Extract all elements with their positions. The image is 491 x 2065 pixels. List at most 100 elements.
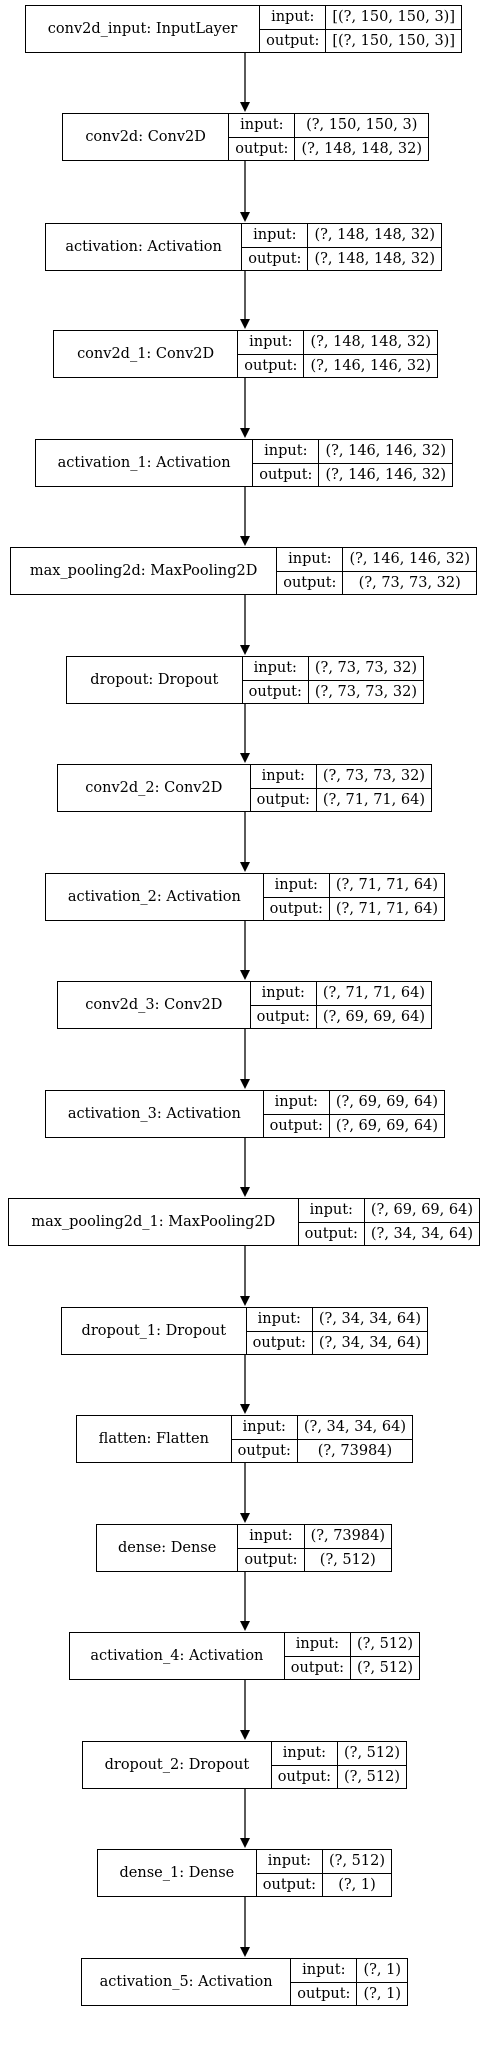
layer-node-dropout-1: dropout_1: Dropout input: output: (?, 34, 3… xyxy=(61,1307,428,1355)
output-shape: (?, 146, 146, 32) xyxy=(325,466,446,483)
layer-name: activation: Activation xyxy=(46,224,243,270)
output-label: output: xyxy=(262,1876,317,1893)
port-labels: input: output: xyxy=(263,1091,330,1137)
input-label: input: xyxy=(284,1633,351,1657)
edge-arrowhead xyxy=(240,645,250,655)
input-label: input: xyxy=(250,982,316,1006)
port-labels: input: output: xyxy=(238,331,305,377)
edge-arrowhead xyxy=(240,428,250,438)
input-label: input: xyxy=(277,548,343,572)
input-shape: (?, 71, 71, 64) xyxy=(316,982,431,1006)
layer-node-activation-1: activation_1: Activation input: output: (?,… xyxy=(35,439,453,487)
layer-node-activation-2: activation_2: Activation input: output: (?,… xyxy=(45,873,445,921)
edge-arrowhead xyxy=(240,1296,250,1306)
shape-values: (?, 148, 148, 32) (?, 148, 148, 32) xyxy=(308,224,441,270)
input-label: input: xyxy=(291,1959,357,1983)
layer-name: conv2d_1: Conv2D xyxy=(54,331,239,377)
output-shape: (?, 512) xyxy=(344,1768,400,1785)
shape-values: (?, 73, 73, 32) (?, 71, 71, 64) xyxy=(316,765,431,811)
port-labels: input: output: xyxy=(242,224,309,270)
layer-name: flatten: Flatten xyxy=(77,1416,232,1462)
input-shape: (?, 146, 146, 32) xyxy=(343,548,476,572)
port-labels: input: output: xyxy=(250,765,317,811)
edge-arrowhead xyxy=(240,1730,250,1740)
input-shape: (?, 148, 148, 32) xyxy=(308,224,441,248)
input-shape: (?, 512) xyxy=(323,1850,391,1874)
layer-node-dense-1: dense_1: Dense input: output: (?, 512) (?, 1… xyxy=(97,1849,392,1897)
input-shape: (?, 34, 34, 64) xyxy=(297,1416,412,1440)
shape-values: (?, 1) (?, 1) xyxy=(357,1959,407,2005)
edge-arrowhead xyxy=(240,1187,250,1197)
layer-name: activation_4: Activation xyxy=(70,1633,285,1679)
port-labels: input: output: xyxy=(298,1199,365,1245)
layer-node-conv2d-input: conv2d_input: InputLayer input: output: [(?… xyxy=(25,5,462,53)
output-shape: (?, 148, 148, 32) xyxy=(301,140,422,157)
layer-node-dropout: dropout: Dropout input: output: (?, 73, 73,… xyxy=(66,656,424,704)
edge-arrowhead xyxy=(240,1947,250,1957)
output-label: output: xyxy=(235,140,289,157)
input-shape: (?, 69, 69, 64) xyxy=(364,1199,479,1223)
input-shape: (?, 69, 69, 64) xyxy=(329,1091,444,1115)
output-label: output: xyxy=(256,1008,310,1025)
port-labels: input: output: xyxy=(246,1308,313,1354)
input-label: input: xyxy=(246,1308,312,1332)
output-label: output: xyxy=(277,1768,332,1785)
edge-arrowhead xyxy=(240,1404,250,1414)
input-label: input: xyxy=(238,331,304,355)
edge-arrowhead xyxy=(240,102,250,112)
port-labels: input: output: xyxy=(291,1959,358,2005)
port-labels: input: output: xyxy=(231,1416,298,1462)
shape-values: (?, 512) (?, 512) xyxy=(338,1742,406,1788)
shape-values: (?, 512) (?, 1) xyxy=(323,1850,391,1896)
output-label: output: xyxy=(256,791,310,808)
input-shape: (?, 512) xyxy=(338,1742,406,1766)
input-shape: (?, 73, 73, 32) xyxy=(308,657,423,681)
layer-name: dense: Dense xyxy=(97,1525,239,1571)
input-shape: (?, 146, 146, 32) xyxy=(319,440,452,464)
input-shape: (?, 73, 73, 32) xyxy=(316,765,431,789)
output-label: output: xyxy=(269,900,323,917)
output-label: output: xyxy=(290,1659,345,1676)
output-label: output: xyxy=(297,1985,351,2002)
output-label: output: xyxy=(252,1334,306,1351)
layer-name: conv2d_2: Conv2D xyxy=(58,765,251,811)
shape-values: (?, 146, 146, 32) (?, 146, 146, 32) xyxy=(319,440,452,486)
edge-arrowhead xyxy=(240,1079,250,1089)
layer-name: conv2d_3: Conv2D xyxy=(58,982,251,1028)
edge-arrowhead xyxy=(240,753,250,763)
layer-node-dense: dense: Dense input: output: (?, 73984) (?, 5… xyxy=(96,1524,392,1572)
layer-node-activation: activation: Activation input: output: (?, 1… xyxy=(45,223,442,271)
output-label: output: xyxy=(248,250,302,267)
layer-node-conv2d-2: conv2d_2: Conv2D input: output: (?, 73, 73,… xyxy=(57,764,432,812)
output-shape: (?, 1) xyxy=(338,1876,376,1893)
output-shape: (?, 69, 69, 64) xyxy=(335,1117,438,1134)
input-shape: [(?, 150, 150, 3)] xyxy=(326,6,461,30)
layer-node-conv2d: conv2d: Conv2D input: output: (?, 150, 150,… xyxy=(62,113,429,161)
shape-values: [(?, 150, 150, 3)] [(?, 150, 150, 3)] xyxy=(326,6,461,52)
output-shape: (?, 73, 73, 32) xyxy=(358,574,461,591)
output-shape: (?, 512) xyxy=(357,1659,413,1676)
edge-arrowhead xyxy=(240,1513,250,1523)
edge-arrowhead xyxy=(240,1621,250,1631)
input-label: input: xyxy=(238,1525,304,1549)
layer-name: activation_3: Activation xyxy=(46,1091,264,1137)
shape-values: (?, 69, 69, 64) (?, 34, 34, 64) xyxy=(364,1199,479,1245)
layer-node-conv2d-3: conv2d_3: Conv2D input: output: (?, 71, 71,… xyxy=(57,981,432,1029)
output-shape: (?, 73984) xyxy=(317,1442,393,1459)
layer-name: activation_5: Activation xyxy=(82,1959,292,2005)
output-label: output: xyxy=(266,32,320,49)
output-shape: (?, 71, 71, 64) xyxy=(322,791,425,808)
edge-arrowhead xyxy=(240,1838,250,1848)
output-shape: (?, 73, 73, 32) xyxy=(314,683,417,700)
layer-node-activation-3: activation_3: Activation input: output: (?,… xyxy=(45,1090,445,1138)
layer-name: activation_2: Activation xyxy=(46,874,264,920)
input-shape: (?, 34, 34, 64) xyxy=(312,1308,427,1332)
port-labels: input: output: xyxy=(238,1525,305,1571)
edge-arrowhead xyxy=(240,970,250,980)
output-shape: (?, 71, 71, 64) xyxy=(335,900,438,917)
layer-name: conv2d_input: InputLayer xyxy=(26,6,261,52)
layer-name: dropout_2: Dropout xyxy=(83,1742,272,1788)
output-shape: (?, 148, 148, 32) xyxy=(314,250,435,267)
